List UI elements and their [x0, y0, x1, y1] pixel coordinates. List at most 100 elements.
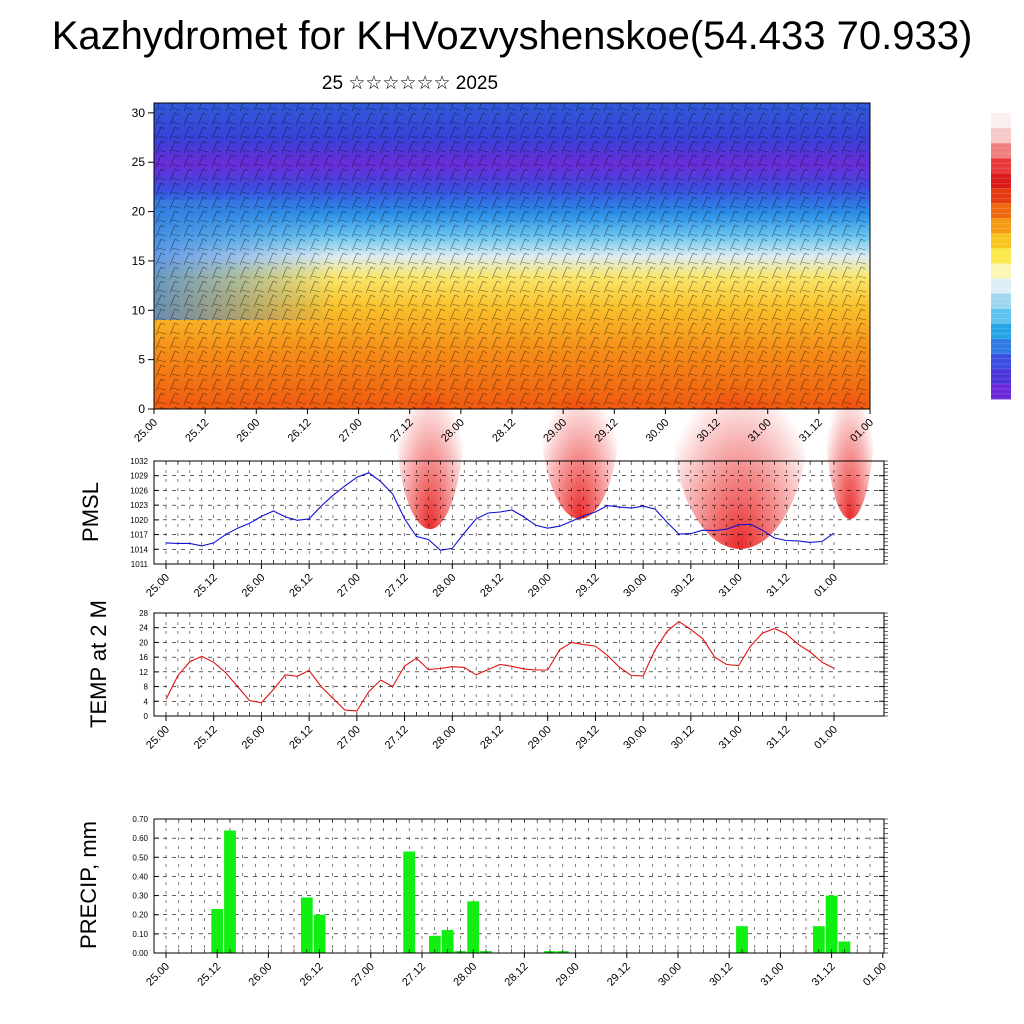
y-tick-label: 1020 [130, 516, 148, 525]
y-tick-label: 0.10 [132, 930, 148, 939]
precip-bar [224, 830, 236, 953]
precip-bar [736, 926, 748, 953]
y-tick-label: 0 [144, 712, 149, 721]
y-tick-label: 25 [132, 155, 146, 169]
y-tick-label: 0.30 [132, 892, 148, 901]
y-tick-label: 0.50 [132, 853, 148, 862]
x-tick-label: 30.00 [621, 572, 649, 600]
x-tick-label: 28.00 [430, 572, 458, 600]
x-tick-label: 28.00 [451, 961, 479, 989]
y-tick-label: 20 [139, 638, 148, 647]
x-tick-label: 26.12 [298, 961, 326, 989]
x-tick-label: 25.12 [183, 417, 211, 445]
precip-frame [153, 818, 885, 954]
x-tick-label: 30.12 [669, 724, 697, 752]
temp-x-axis: 25.00 25.12 26.00 26.12 27.00 27.12 28.00 28.12… [144, 613, 840, 752]
pmsl-series-line [165, 472, 835, 551]
y-tick-label: 10 [132, 303, 146, 317]
y-tick-label: 5 [138, 353, 145, 367]
colorbar-swatch [991, 308, 1011, 325]
x-tick-label: 29.00 [526, 572, 554, 600]
x-tick-label: 25.00 [132, 417, 160, 445]
x-tick-label: 25.12 [195, 961, 223, 989]
precip-grid [154, 819, 884, 953]
temp-ylabel: TEMP at 2 M [86, 600, 111, 728]
chart-title: Kazhydromet for KHVozvyshenskoe(54.433 7… [51, 14, 973, 58]
x-tick-label: 29.12 [574, 724, 602, 752]
precip-bar [812, 926, 825, 953]
precip-bar [441, 930, 454, 953]
x-tick-label: 31.00 [717, 572, 745, 600]
y-tick-label: 30 [132, 106, 146, 120]
y-tick-label: 15 [132, 254, 146, 268]
precip-y-axis: 0.00 0.10 0.20 0.30 0.40 0.50 0.60 0.70 [132, 815, 888, 958]
y-tick-label: 1023 [130, 501, 148, 510]
colorbar-swatch [991, 278, 1011, 295]
x-tick-label: 26.00 [240, 724, 268, 752]
colorbar [991, 112, 1011, 400]
colorbar-swatch [991, 143, 1011, 159]
x-tick-label: 25.00 [144, 724, 172, 752]
x-tick-label: 27.00 [337, 417, 365, 445]
precip-x-axis: 25.00 25.12 26.00 26.12 27.00 27.12 28.00 28.12… [144, 819, 889, 989]
temp-y-axis: 0 4 8 12 16 20 24 28 [139, 609, 888, 721]
x-tick-label: 01.00 [861, 961, 889, 989]
x-tick-label: 30.12 [669, 572, 697, 600]
x-tick-label: 25.00 [144, 572, 172, 600]
x-tick-label: 26.12 [286, 417, 314, 445]
precip-bar [825, 895, 838, 953]
x-tick-label: 30.00 [621, 724, 649, 752]
x-tick-label: 25.00 [144, 961, 172, 989]
precip-bar [313, 914, 326, 953]
precip-bar [211, 909, 224, 953]
y-tick-label: 0.70 [132, 815, 148, 824]
colorbar-swatch [991, 323, 1011, 340]
x-tick-label: 31.12 [810, 961, 838, 989]
colorbar-swatch [991, 353, 1011, 370]
x-tick-label: 01.00 [812, 724, 840, 752]
x-tick-label: 27.12 [383, 572, 411, 600]
x-tick-label: 26.00 [247, 961, 275, 989]
y-tick-label: 1029 [130, 472, 148, 481]
pmsl-ylabel: PMSL [78, 482, 103, 542]
x-tick-label: 31.00 [759, 961, 787, 989]
colorbar-swatch [991, 218, 1011, 234]
colorbar-swatch [991, 203, 1011, 219]
precip-bar [838, 941, 851, 953]
x-tick-label: 01.00 [812, 572, 840, 600]
x-tick-label: 28.12 [478, 724, 506, 752]
y-tick-label: 28 [139, 609, 148, 618]
y-tick-label: 24 [139, 624, 148, 633]
y-tick-label: 0.60 [132, 834, 148, 843]
y-tick-label: 12 [139, 668, 148, 677]
y-tick-label: 1017 [130, 531, 148, 540]
x-tick-label: 26.00 [240, 572, 268, 600]
colorbar-swatch [991, 158, 1011, 174]
wind-barbs-overlay [154, 103, 870, 409]
x-tick-label: 28.12 [490, 417, 518, 445]
colorbar-swatch [991, 338, 1011, 355]
y-tick-label: 0.40 [132, 872, 148, 881]
colorbar-swatch [991, 248, 1011, 265]
x-tick-label: 29.12 [574, 572, 602, 600]
x-tick-label: 26.00 [234, 417, 262, 445]
x-tick-label: 29.00 [554, 961, 582, 989]
x-tick-label: 31.12 [764, 572, 792, 600]
colorbar-swatch [991, 188, 1011, 204]
x-tick-label: 28.12 [503, 961, 531, 989]
precip-bar [300, 897, 313, 953]
chart-subtitle: 25 ☆☆☆☆☆☆ 2025 [321, 73, 499, 94]
y-tick-label: 8 [144, 683, 149, 692]
y-tick-label: 1011 [131, 560, 149, 569]
x-tick-label: 28.12 [478, 572, 506, 600]
precip-bar [428, 935, 441, 953]
temp-series-line [165, 620, 835, 712]
y-tick-label: 1032 [130, 457, 148, 466]
x-tick-label: 30.00 [644, 417, 672, 445]
y-tick-label: 0 [138, 402, 145, 416]
x-tick-label: 31.00 [717, 724, 745, 752]
colorbar-swatch [991, 263, 1011, 280]
precip-bars [211, 830, 851, 953]
y-tick-label: 16 [139, 653, 148, 662]
